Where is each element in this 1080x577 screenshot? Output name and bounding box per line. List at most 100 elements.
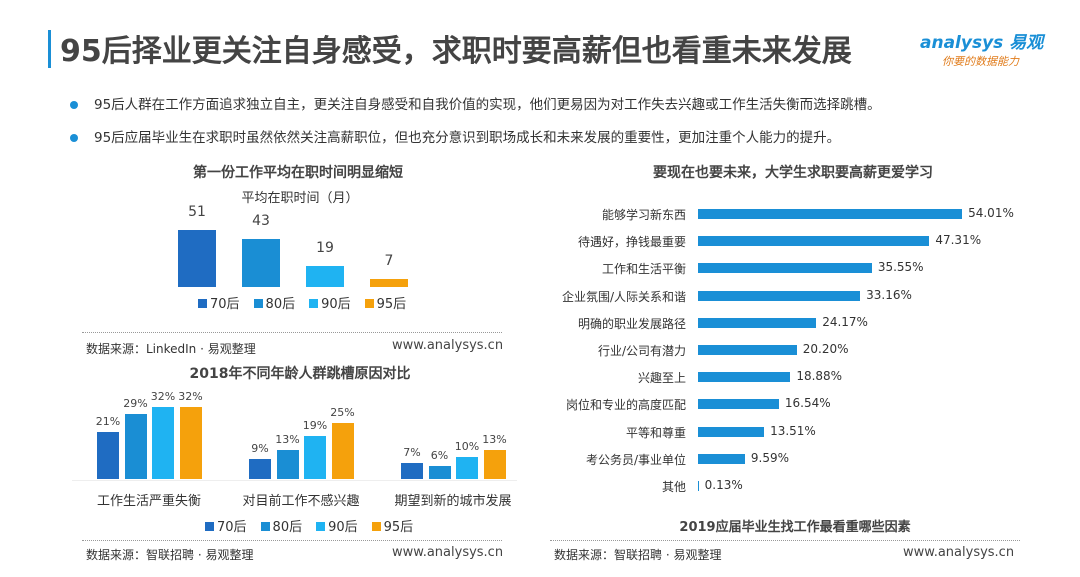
legend-label: 80后 bbox=[272, 520, 303, 535]
chart3-source: 数据来源：智联招聘 · 易观整理 bbox=[554, 548, 722, 562]
legend-swatch-icon bbox=[198, 299, 207, 308]
legend-label: 90后 bbox=[328, 520, 358, 535]
chart3-bar bbox=[698, 453, 745, 464]
chart2-bar-70后 bbox=[401, 463, 423, 479]
legend-item-70后: 70后 bbox=[205, 516, 247, 535]
chart1-bar-90后 bbox=[306, 265, 344, 287]
chart3-bar bbox=[698, 345, 797, 355]
chart2-value-label: 7% bbox=[403, 446, 421, 460]
bullet-dot-icon bbox=[70, 101, 78, 109]
chart3-value-label: 18.88% bbox=[796, 369, 843, 384]
legend-swatch-icon bbox=[364, 299, 374, 308]
chart2-value-label: 19% bbox=[302, 419, 328, 433]
chart1-url[interactable]: www.analysys.cn bbox=[392, 338, 504, 353]
chart2-legend: 70后 80后 90后 95后 bbox=[205, 516, 413, 535]
chart1-value-label: 19 bbox=[316, 239, 334, 256]
chart3-value-label: 33.16% bbox=[866, 287, 912, 302]
chart3-category-label: 考公务员/事业单位 bbox=[585, 452, 686, 467]
chart1-value-label: 43 bbox=[252, 212, 270, 229]
legend-item-80后: 80后 bbox=[260, 516, 303, 535]
chart2-bar-95后 bbox=[483, 449, 506, 479]
chart1-subtitle: 平均在职时间（月） bbox=[241, 191, 359, 206]
chart3-category-label: 企业氛围/人际关系和谐 bbox=[561, 289, 686, 304]
chart3-category-label: 工作和生活平衡 bbox=[601, 262, 686, 277]
chart2-value-label: 13% bbox=[275, 432, 300, 446]
chart1-legend: 70后 80后 90后 95后 bbox=[198, 293, 406, 312]
bullet-dot-icon bbox=[70, 134, 78, 142]
chart3-bar bbox=[698, 399, 779, 410]
chart3-category-label: 明确的职业发展路径 bbox=[577, 316, 686, 331]
chart3-value-label: 20.20% bbox=[802, 342, 849, 356]
legend-item-95后: 95后 bbox=[371, 516, 413, 535]
legend-swatch-icon bbox=[309, 299, 319, 308]
chart3-bar bbox=[698, 481, 699, 491]
chart3-category-label: 岗位和专业的高度匹配 bbox=[565, 398, 686, 413]
chart3-bottom-title: 2019应届毕业生找工作最看重哪些因素 bbox=[679, 520, 911, 535]
bullet-text: 95后人群在工作方面追求独立自主，更关注自身感受和自我价值的实现，他们更易因为对… bbox=[94, 97, 881, 113]
chart2-bar-80后 bbox=[276, 449, 299, 479]
chart2-bar-90后 bbox=[456, 456, 478, 479]
legend-label: 70后 bbox=[210, 297, 240, 312]
chart3-category-label: 其他 bbox=[661, 480, 686, 494]
bullet-text: 95后应届毕业生在求职时虽然依然关注高薪职位，但也充分意识到职场成长和未来发展的… bbox=[94, 130, 841, 146]
legend-item-90后: 90后 bbox=[316, 516, 358, 535]
chart2-value-label: 6% bbox=[430, 448, 449, 462]
legend-item-80后: 80后 bbox=[253, 293, 295, 312]
chart3-bar bbox=[698, 290, 861, 301]
legend-swatch-icon bbox=[316, 522, 326, 531]
bullet-2: 95后应届毕业生在求职时虽然依然关注高薪职位，但也充分意识到职场成长和未来发展的… bbox=[70, 126, 840, 146]
chart2-value-label: 29% bbox=[123, 396, 148, 410]
bullet-1: 95后人群在工作方面追求独立自主，更关注自身感受和自我价值的实现，他们更易因为对… bbox=[70, 93, 881, 113]
chart2-category-label: 工作生活严重失衡 bbox=[96, 494, 202, 509]
chart2-value-label: 32% bbox=[178, 390, 203, 403]
logo-slogan: 你要的数据能力 bbox=[942, 55, 1019, 68]
chart2-title: 2018年不同年龄人群跳槽原因对比 bbox=[189, 366, 411, 382]
chart2-bar-95后 bbox=[331, 422, 354, 479]
chart3-bar bbox=[698, 236, 930, 247]
chart3-bar bbox=[698, 263, 872, 274]
chart1-value-label: 7 bbox=[384, 253, 394, 270]
chart3-url[interactable]: www.analysys.cn bbox=[903, 545, 1015, 560]
chart3-category-label: 待遇好，挣钱最重要 bbox=[577, 235, 686, 250]
chart2-value-label: 9% bbox=[251, 441, 269, 455]
legend-swatch-icon bbox=[205, 522, 214, 531]
chart2-bar-90后 bbox=[152, 407, 174, 479]
chart2-bar-95后 bbox=[179, 407, 202, 479]
legend-swatch-icon bbox=[253, 299, 263, 308]
divider bbox=[82, 332, 502, 333]
title-accent-bar bbox=[48, 30, 51, 68]
chart3-category-label: 兴趣至上 bbox=[637, 371, 686, 386]
chart2-category-label: 对目前工作不感兴趣 bbox=[242, 494, 360, 509]
legend-item-70后: 70后 bbox=[198, 293, 240, 312]
chart3-category-label: 行业/公司有潜力 bbox=[597, 344, 686, 358]
chart2-url[interactable]: www.analysys.cn bbox=[392, 545, 504, 560]
chart2-bar-80后 bbox=[428, 465, 451, 479]
chart2-value-label: 21% bbox=[95, 414, 121, 428]
chart2-value-label: 10% bbox=[454, 439, 480, 453]
chart3-bar bbox=[698, 372, 791, 383]
chart1-bar-70后 bbox=[178, 229, 216, 287]
chart3-category-label: 能够学习新东西 bbox=[601, 208, 686, 222]
legend-swatch-icon bbox=[260, 522, 270, 531]
chart3-value-label: 47.31% bbox=[935, 233, 982, 248]
divider bbox=[550, 540, 1020, 541]
chart2-value-label: 13% bbox=[482, 432, 507, 446]
chart1-bar-95后 bbox=[370, 279, 408, 287]
chart2-category-label: 期望到新的城市发展 bbox=[394, 494, 512, 509]
chart3-value-label: 35.55% bbox=[877, 260, 924, 275]
chart2-baseline bbox=[72, 480, 517, 481]
analysys-logo: analysys 易观 你要的数据能力 bbox=[920, 28, 1060, 69]
page-title: 95后择业更关注自身感受，求职时要高薪但也看重未来发展 bbox=[60, 34, 852, 69]
chart2-bar-80后 bbox=[124, 413, 147, 479]
divider bbox=[82, 540, 502, 541]
legend-label: 90后 bbox=[321, 297, 351, 312]
chart2-value-label: 25% bbox=[330, 405, 355, 419]
legend-swatch-icon bbox=[371, 522, 381, 531]
chart1-bar-80后 bbox=[242, 238, 280, 287]
chart3-value-label: 54.01% bbox=[968, 206, 1014, 220]
chart2-source: 数据来源：智联招聘 · 易观整理 bbox=[86, 548, 254, 562]
chart3-value-label: 0.13% bbox=[704, 478, 743, 492]
chart3-title: 要现在也要未来，大学生求职要高薪更爱学习 bbox=[653, 165, 933, 181]
chart1-title: 第一份工作平均在职时间明显缩短 bbox=[193, 165, 403, 181]
logo-text: analysys 易观 bbox=[920, 33, 1044, 53]
